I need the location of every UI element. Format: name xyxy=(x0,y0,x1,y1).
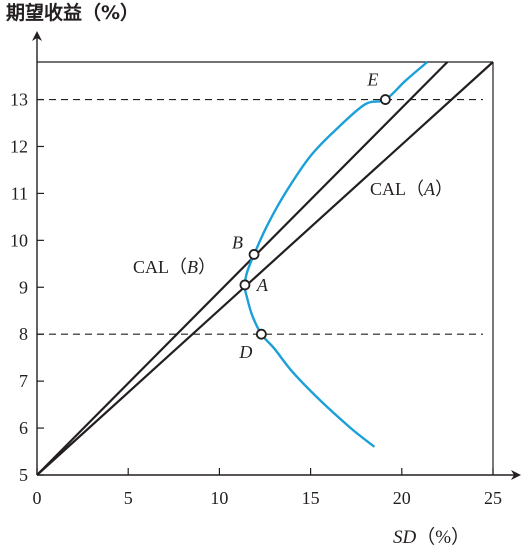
y-tick-label: 13 xyxy=(10,90,28,110)
x-tick-label: 15 xyxy=(302,488,320,508)
y-tick-label: 5 xyxy=(19,465,28,485)
cal-line-a xyxy=(36,61,494,476)
point-e xyxy=(379,94,391,105)
cal-b-label: CAL（B） xyxy=(133,257,216,277)
x-tick-label: 0 xyxy=(33,488,42,508)
y-tick-label: 11 xyxy=(11,183,28,203)
frontier xyxy=(243,61,429,448)
point-label-e: E xyxy=(366,70,378,90)
cal-lines xyxy=(36,61,494,476)
y-tick-label: 7 xyxy=(19,371,28,391)
points xyxy=(239,94,391,340)
x-tick-label: 5 xyxy=(124,488,133,508)
cal-a-label: CAL（A） xyxy=(370,179,453,199)
y-tick-label: 9 xyxy=(19,277,28,297)
y-tick-label: 6 xyxy=(19,418,28,438)
point-labels: A B D E xyxy=(232,70,378,363)
reference-lines xyxy=(37,98,483,335)
point-a xyxy=(239,279,251,291)
y-tick-label: 8 xyxy=(19,324,28,344)
x-tick-label: 10 xyxy=(210,488,228,508)
y-tick-label: 12 xyxy=(10,136,28,156)
point-d xyxy=(255,328,267,340)
x-tick-label: 25 xyxy=(484,488,502,508)
x-tick-label: 20 xyxy=(393,488,411,508)
point-b xyxy=(248,249,260,260)
point-label-a: A xyxy=(256,275,269,295)
cal-line-b xyxy=(36,61,449,476)
point-label-d: D xyxy=(238,342,252,362)
y-axis-label: 期望收益（%） xyxy=(6,1,139,24)
point-label-b: B xyxy=(232,232,243,252)
y-tick-label: 10 xyxy=(10,230,28,250)
frontier-curve xyxy=(243,61,429,448)
x-axis-label: SD（%） xyxy=(393,526,470,547)
